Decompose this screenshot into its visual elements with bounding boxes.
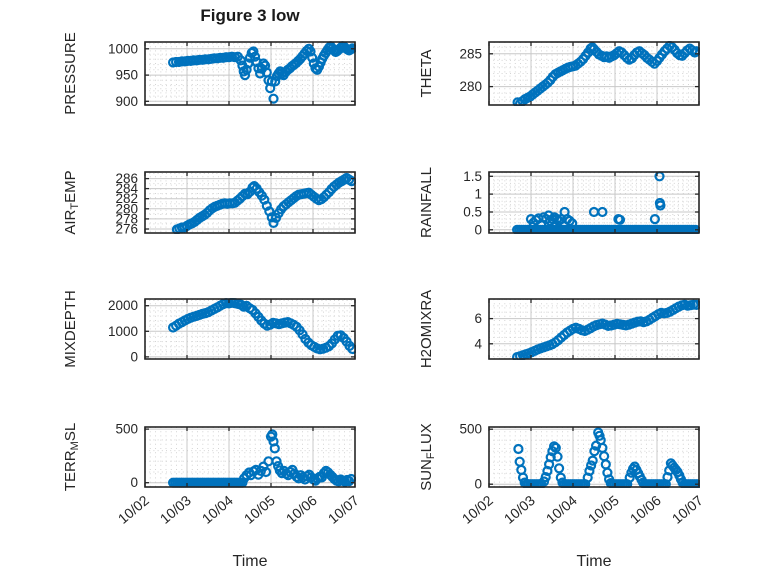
- ylabel-mixdepth: MIXDEPTH: [62, 290, 79, 368]
- y-tick-label: 1: [474, 187, 482, 202]
- x-tick-label: 10/06: [627, 492, 664, 527]
- x-tick-label: 10/03: [157, 492, 194, 527]
- subplot-theta: 280 285 THETA: [418, 41, 700, 106]
- y-tick-label: 6: [474, 311, 482, 326]
- subplot-pressure: 900 950 1000 PRESSURE: [62, 32, 356, 115]
- y-tick-label: 500: [115, 422, 138, 437]
- ylabel-theta: THETA: [418, 49, 435, 97]
- data-points-theta: [512, 41, 700, 106]
- x-tick-label: 10/04: [199, 492, 236, 527]
- ylabel-terr-msl: TERRMSL: [62, 423, 81, 491]
- data-points-terr-msl: [168, 429, 356, 488]
- y-tick-label: 284: [115, 181, 138, 196]
- y-tick-label: 0: [474, 222, 482, 237]
- y-tick-label: 278: [115, 211, 138, 226]
- xlabel-time-right: Time: [576, 553, 612, 570]
- y-tick-label: 285: [459, 46, 482, 61]
- subplot-terr-msl: 0 500 10/02 10/03 10/04 10/05 10/06 10/07 TERRMS…: [62, 422, 362, 527]
- y-tick-label: 1000: [108, 41, 138, 56]
- x-tick-label: 10/02: [115, 492, 152, 527]
- x-tick-label: 10/02: [459, 492, 496, 527]
- y-tick-label: 0.5: [463, 205, 482, 220]
- y-tick-label: 282: [115, 191, 138, 206]
- y-tick-label: 4: [474, 336, 482, 351]
- y-tick-label: 0: [130, 475, 138, 490]
- x-tick-label: 10/04: [543, 492, 580, 527]
- y-tick-label: 1000: [108, 324, 138, 339]
- ylabel-pressure: PRESSURE: [62, 32, 79, 115]
- axis-ticks: [144, 172, 356, 233]
- y-tick-label: 0: [474, 477, 482, 492]
- subplot-sun-flux: 0 500 10/02 10/03 10/04 10/05 10/06 10/07 SUNFLU…: [418, 422, 706, 527]
- subplot-h2omixra: 4 6 H2OMIXRA: [418, 290, 700, 368]
- axis-ticks: [488, 172, 700, 233]
- axis-ticks: [488, 42, 700, 105]
- x-tick-label: 10/05: [241, 492, 278, 527]
- y-tick-label: 0: [130, 349, 138, 364]
- y-tick-label: 2000: [108, 298, 138, 313]
- ylabel-air-temp: AIRTEMP: [62, 170, 81, 234]
- minor-grid: [145, 299, 355, 359]
- figure-title: Figure 3 low: [200, 6, 300, 25]
- axis-ticks: [144, 42, 356, 105]
- y-tick-label: 950: [115, 68, 138, 83]
- ylabel-h2omixra: H2OMIXRA: [418, 290, 435, 368]
- y-tick-label: 1.5: [463, 169, 482, 184]
- data-points-air-temp: [171, 172, 356, 234]
- axis-ticks: [144, 427, 356, 487]
- y-tick-label: 280: [115, 201, 138, 216]
- data-points-h2omixra: [512, 299, 700, 360]
- ylabel-sun-flux: SUNFLUX: [418, 423, 437, 491]
- minor-grid: [145, 172, 355, 233]
- subplot-rainfall: 0 0.5 1 1.5 RAINFALL: [418, 167, 700, 238]
- data-points-pressure: [168, 41, 356, 104]
- y-tick-label: 900: [115, 94, 138, 109]
- y-tick-label: 280: [459, 79, 482, 94]
- y-tick-label: 276: [115, 222, 138, 237]
- x-tick-label: 10/07: [669, 492, 706, 527]
- ylabel-rainfall: RAINFALL: [418, 167, 435, 238]
- x-tick-label: 10/06: [283, 492, 320, 527]
- x-tick-label: 10/05: [585, 492, 622, 527]
- y-tick-label: 500: [459, 422, 482, 437]
- axis-ticks: [488, 427, 700, 487]
- data-points-mixdepth: [168, 298, 356, 355]
- x-tick-label: 10/03: [501, 492, 538, 527]
- xlabel-time-left: Time: [232, 553, 268, 570]
- data-points-sun-flux: [513, 427, 700, 488]
- axis-ticks: [144, 299, 356, 359]
- subplot-mixdepth: 0 1000 2000 MIXDEPTH: [62, 290, 356, 368]
- axis-ticks: [488, 299, 700, 359]
- y-tick-label: 286: [115, 171, 138, 186]
- x-tick-label: 10/07: [325, 492, 362, 527]
